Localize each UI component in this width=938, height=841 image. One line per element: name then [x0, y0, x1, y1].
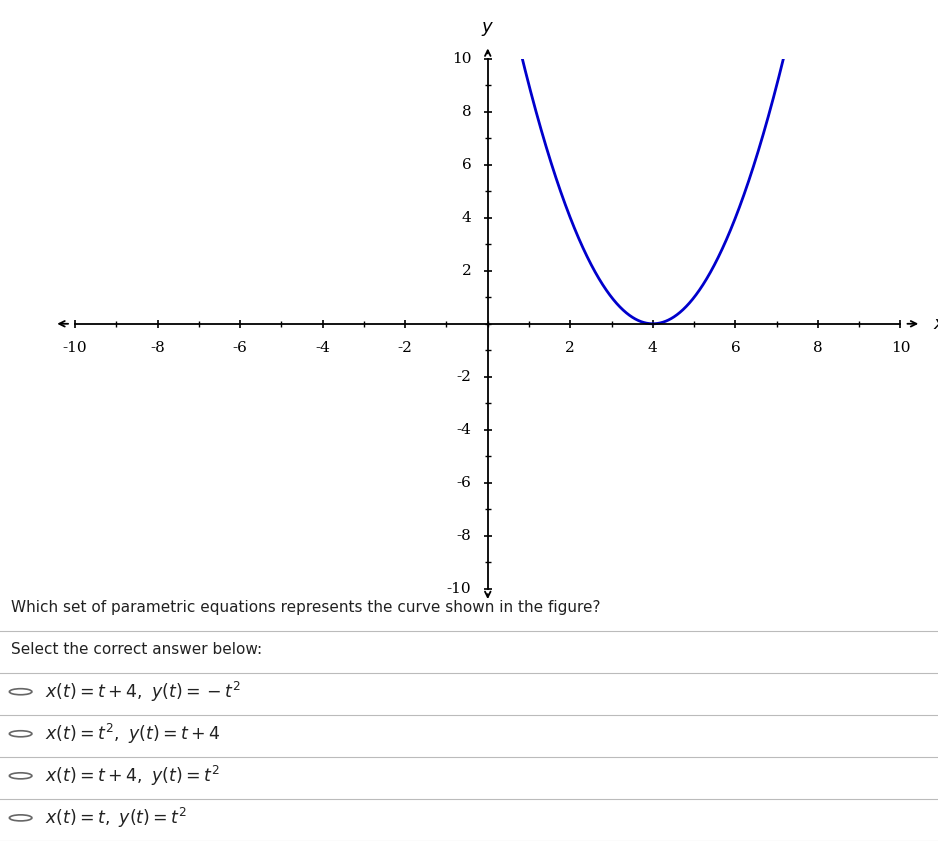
Text: 10: 10	[452, 52, 471, 66]
Text: -2: -2	[398, 341, 413, 355]
Text: -10: -10	[63, 341, 87, 355]
Text: 2: 2	[461, 264, 471, 278]
Text: 10: 10	[891, 341, 910, 355]
Text: -6: -6	[233, 341, 248, 355]
Text: $x(t) = t^2,\ y(t) = t + 4$: $x(t) = t^2,\ y(t) = t + 4$	[45, 722, 220, 746]
Text: 4: 4	[461, 211, 471, 225]
Text: -4: -4	[315, 341, 330, 355]
Text: Which set of parametric equations represents the curve shown in the figure?: Which set of parametric equations repres…	[11, 600, 600, 615]
Text: $x(t) = t,\ y(t) = t^2$: $x(t) = t,\ y(t) = t^2$	[45, 806, 188, 830]
Text: 2: 2	[566, 341, 575, 355]
Text: $x(t) = t + 4,\ y(t) = -t^2$: $x(t) = t + 4,\ y(t) = -t^2$	[45, 680, 241, 704]
Text: Select the correct answer below:: Select the correct answer below:	[11, 643, 263, 657]
Text: 8: 8	[813, 341, 823, 355]
Text: $x$: $x$	[933, 315, 938, 333]
Text: -4: -4	[457, 423, 471, 436]
Text: 6: 6	[731, 341, 740, 355]
Text: $y$: $y$	[481, 19, 494, 38]
Text: $x(t) = t + 4,\ y(t) = t^2$: $x(t) = t + 4,\ y(t) = t^2$	[45, 764, 219, 788]
Text: 8: 8	[461, 105, 471, 119]
Text: -8: -8	[457, 529, 471, 542]
Text: -6: -6	[457, 476, 471, 489]
Text: -2: -2	[457, 370, 471, 383]
Text: -8: -8	[150, 341, 165, 355]
Text: -10: -10	[446, 582, 471, 595]
Text: 4: 4	[648, 341, 658, 355]
Text: 6: 6	[461, 158, 471, 172]
